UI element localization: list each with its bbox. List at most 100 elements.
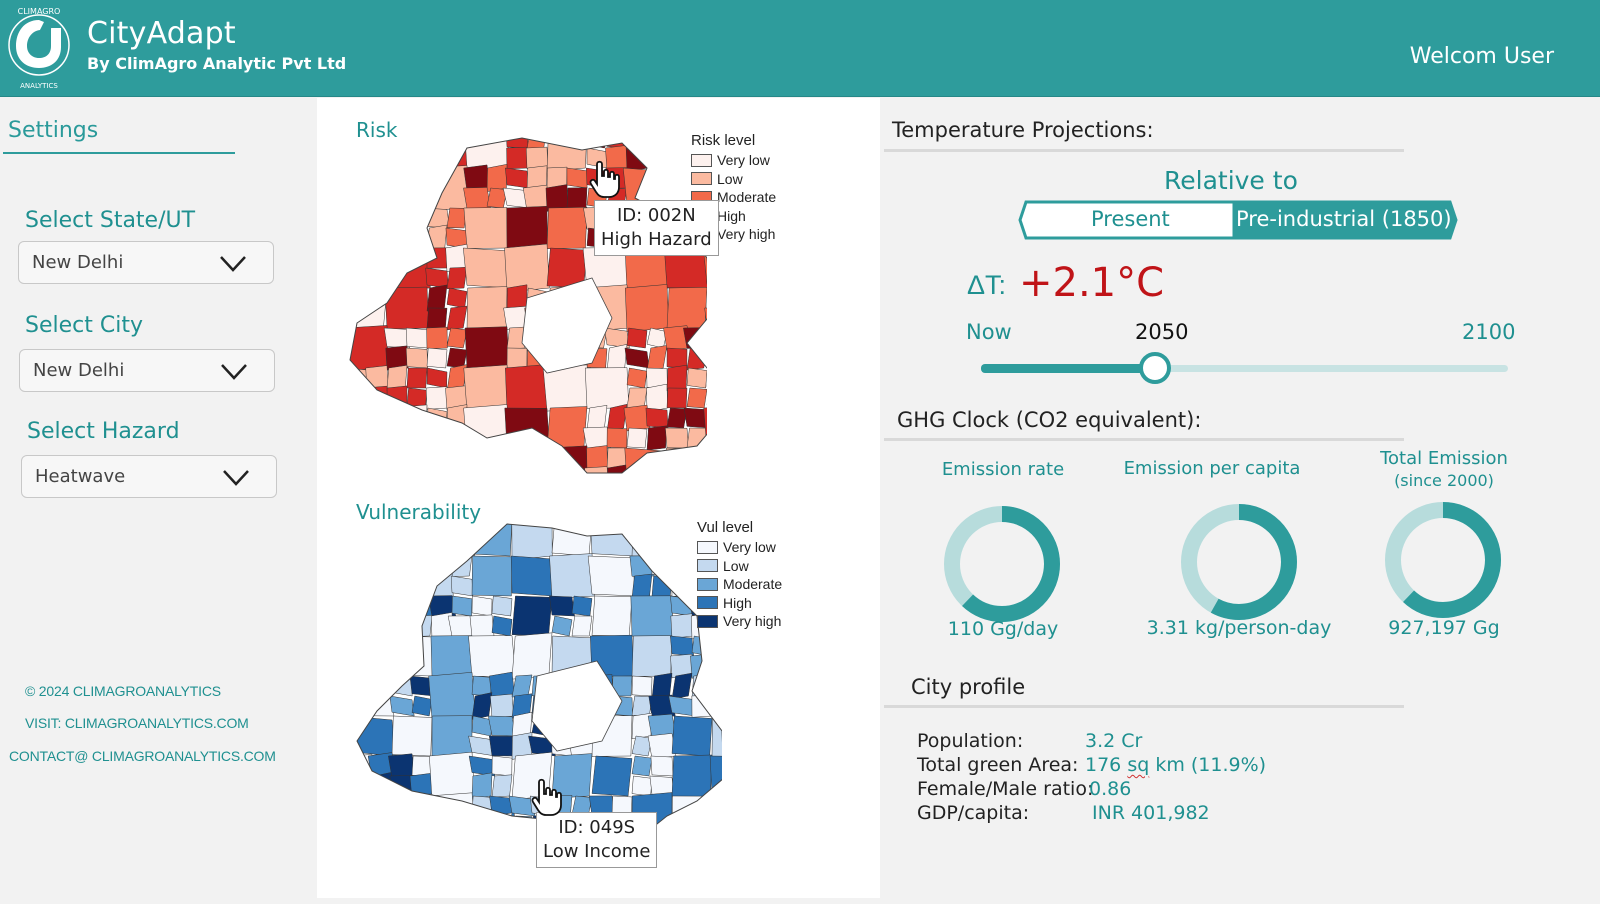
map-region[interactable]	[426, 326, 448, 350]
map-region[interactable]	[363, 147, 391, 169]
map-region[interactable]	[426, 447, 468, 478]
map-region[interactable]	[371, 632, 393, 660]
map-region[interactable]	[363, 447, 391, 469]
map-region[interactable]	[385, 467, 409, 478]
map-region[interactable]	[510, 555, 554, 597]
map-region[interactable]	[409, 516, 435, 537]
map-region[interactable]	[566, 187, 588, 209]
map-region[interactable]	[352, 715, 396, 757]
map-region[interactable]	[505, 128, 529, 149]
map-region[interactable]	[571, 615, 593, 637]
map-region[interactable]	[382, 165, 432, 211]
map-region[interactable]	[370, 555, 394, 577]
map-region[interactable]	[371, 571, 393, 601]
map-region[interactable]	[584, 367, 630, 409]
map-region[interactable]	[683, 327, 707, 349]
map-region[interactable]	[466, 467, 488, 478]
map-region[interactable]	[703, 247, 707, 289]
map-region[interactable]	[446, 327, 468, 349]
map-region[interactable]	[546, 206, 588, 250]
map-region[interactable]	[505, 364, 549, 412]
map-region[interactable]	[347, 207, 390, 249]
map-region[interactable]	[646, 128, 668, 150]
map-region[interactable]	[546, 445, 588, 478]
year-slider-track[interactable]	[981, 365, 1508, 372]
map-region[interactable]	[463, 364, 511, 412]
map-region[interactable]	[389, 555, 415, 577]
map-region[interactable]	[691, 835, 713, 857]
map-region[interactable]	[491, 812, 513, 840]
map-region[interactable]	[347, 447, 368, 469]
map-region[interactable]	[626, 387, 648, 409]
map-region[interactable]	[709, 795, 722, 837]
map-region[interactable]	[504, 407, 550, 449]
map-region[interactable]	[469, 614, 495, 638]
map-region[interactable]	[689, 851, 715, 876]
map-region[interactable]	[505, 167, 529, 189]
map-region[interactable]	[707, 675, 722, 717]
map-region[interactable]	[431, 715, 473, 757]
map-region[interactable]	[407, 834, 437, 858]
map-region[interactable]	[665, 167, 689, 189]
map-region[interactable]	[545, 184, 569, 212]
map-region[interactable]	[464, 128, 510, 170]
map-region[interactable]	[648, 516, 676, 537]
map-region[interactable]	[386, 206, 428, 250]
map-region[interactable]	[511, 516, 553, 561]
map-region[interactable]	[366, 427, 388, 449]
map-region[interactable]	[391, 835, 413, 857]
map-region[interactable]	[709, 755, 722, 797]
map-region[interactable]	[450, 575, 474, 597]
map-region[interactable]	[383, 327, 411, 349]
map-region[interactable]	[604, 327, 630, 349]
map-region[interactable]	[471, 555, 513, 597]
map-region[interactable]	[430, 555, 454, 577]
contact-link[interactable]: CONTACT@ CLIMAGROANALYTICS.COM	[9, 748, 276, 764]
map-region[interactable]	[484, 467, 510, 478]
map-region[interactable]	[426, 407, 448, 429]
map-region[interactable]	[708, 835, 722, 876]
map-region[interactable]	[468, 815, 496, 837]
map-region[interactable]	[546, 406, 588, 450]
map-region[interactable]	[426, 367, 448, 389]
map-region[interactable]	[426, 145, 448, 171]
map-region[interactable]	[549, 595, 575, 617]
map-region[interactable]	[364, 247, 390, 269]
map-region[interactable]	[371, 652, 393, 680]
welcome-user-text[interactable]: Welcom User	[1409, 44, 1554, 69]
map-region[interactable]	[624, 284, 670, 332]
map-region[interactable]	[391, 573, 413, 599]
map-region[interactable]	[651, 575, 673, 597]
map-region[interactable]	[371, 516, 393, 537]
map-region[interactable]	[671, 795, 713, 837]
map-region[interactable]	[352, 695, 373, 717]
map-region[interactable]	[368, 534, 396, 558]
map-region[interactable]	[631, 775, 653, 797]
map-region[interactable]	[504, 445, 550, 478]
map-region[interactable]	[626, 128, 648, 151]
map-region[interactable]	[488, 735, 516, 757]
map-region[interactable]	[352, 773, 373, 799]
map-region[interactable]	[446, 287, 468, 309]
map-region[interactable]	[463, 164, 491, 192]
map-region[interactable]	[525, 146, 549, 170]
map-region[interactable]	[631, 675, 653, 697]
map-region[interactable]	[425, 165, 469, 211]
map-region[interactable]	[386, 404, 428, 452]
map-region[interactable]	[491, 774, 513, 798]
map-region[interactable]	[446, 128, 468, 151]
map-region[interactable]	[446, 305, 468, 331]
map-region[interactable]	[384, 286, 430, 330]
map-region[interactable]	[425, 427, 449, 449]
map-region[interactable]	[468, 635, 516, 677]
map-region[interactable]	[671, 715, 713, 757]
map-region[interactable]	[391, 635, 433, 677]
map-region[interactable]	[406, 446, 428, 470]
map-region[interactable]	[486, 163, 508, 193]
map-region[interactable]	[646, 425, 668, 451]
map-region[interactable]	[584, 466, 610, 478]
map-region[interactable]	[390, 516, 414, 537]
map-region[interactable]	[425, 386, 449, 410]
map-region[interactable]	[668, 855, 696, 876]
preindustrial-option[interactable]: Pre-industrial (1850)	[1236, 207, 1452, 231]
